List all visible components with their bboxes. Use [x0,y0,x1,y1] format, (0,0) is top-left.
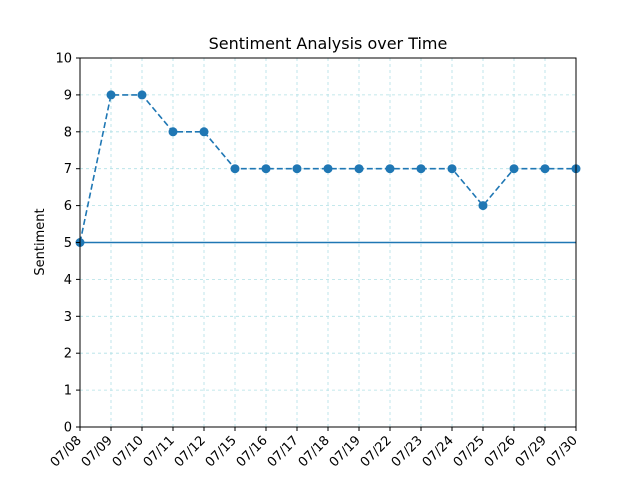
data-point [478,201,488,211]
data-point [168,127,178,137]
data-point [106,90,116,100]
y-ticks: 0 1 2 3 4 5 6 7 8 9 10 [55,52,80,436]
data-point [509,164,519,174]
y-axis-label: Sentiment [33,208,48,275]
y-tick-label: 7 [64,162,72,177]
y-tick-label: 3 [64,310,72,325]
y-tick-label: 5 [64,236,72,251]
series-group [75,90,581,247]
data-point [261,164,271,174]
data-point [323,164,333,174]
y-tick-label: 0 [64,421,72,436]
y-tick-label: 6 [64,199,72,214]
data-point [292,164,302,174]
chart-title: Sentiment Analysis over Time [209,34,448,53]
data-point [447,164,457,174]
y-tick-label: 2 [64,347,72,362]
y-tick-label: 8 [64,125,72,140]
data-point [416,164,426,174]
y-tick-label: 4 [64,273,72,288]
data-point [137,90,147,100]
y-tick-label: 10 [55,52,72,67]
data-point [230,164,240,174]
y-tick-label: 1 [64,384,72,399]
data-point [354,164,364,174]
data-point [540,164,550,174]
data-point [385,164,395,174]
y-tick-label: 9 [64,88,72,103]
data-point [199,127,209,137]
series-line [79,94,576,243]
